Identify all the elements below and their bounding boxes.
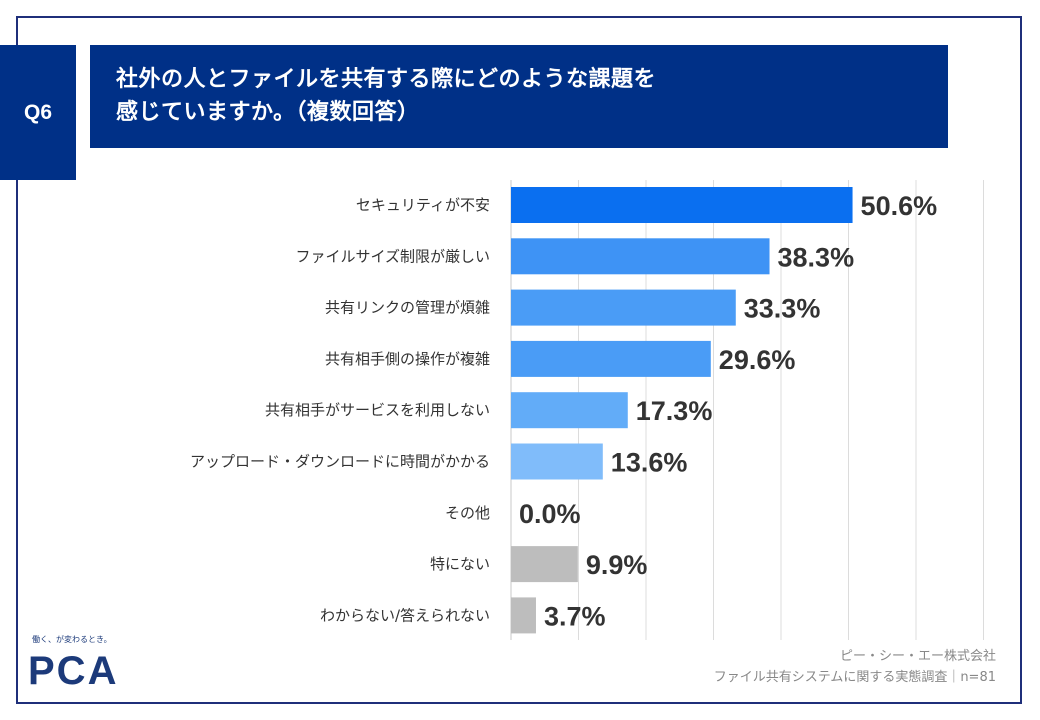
question-number: Q6 [23, 100, 52, 124]
category-label: 共有相手側の操作が複雑 [325, 350, 490, 368]
value-label: 33.3% [744, 294, 821, 324]
bar [511, 597, 536, 634]
logo-tagline: 働く、が変わるとき。 [32, 635, 112, 644]
bar [511, 340, 711, 377]
question-badge: Q6 [0, 45, 76, 180]
category-label: その他 [445, 504, 490, 522]
value-label: 50.6% [861, 191, 938, 221]
value-label: 38.3% [778, 242, 855, 272]
value-label: 3.7% [544, 601, 606, 631]
category-label: 共有リンクの管理が煩雑 [325, 299, 490, 317]
value-label: 29.6% [719, 345, 796, 375]
bar [511, 443, 603, 480]
chart-title-line-2: 感じていますか。（複数回答） [116, 100, 420, 125]
category-label: わからない/答えられない [320, 606, 490, 624]
bar [511, 546, 578, 583]
source-survey: ファイル共有システムに関する実態調査｜n=81 [713, 670, 996, 685]
title-banner: 社外の人とファイルを共有する際にどのような課題を 感じていますか。（複数回答） [90, 45, 948, 148]
category-label: アップロード・ダウンロードに時間がかかる [190, 453, 490, 471]
pca-logo: PCA [28, 649, 119, 693]
source-company: ピー・シー・エー株式会社 [839, 649, 996, 664]
category-label: セキュリティが不安 [356, 196, 490, 214]
bar [511, 289, 736, 326]
bar [511, 187, 853, 223]
bar [511, 392, 628, 429]
category-label: 共有相手がサービスを利用しない [265, 401, 490, 419]
chart-title-line-1: 社外の人とファイルを共有する際にどのような課題を [116, 67, 657, 92]
value-label: 13.6% [611, 448, 688, 478]
value-label: 0.0% [519, 499, 581, 529]
category-label: 特にない [430, 555, 490, 573]
chart-frame [16, 16, 1022, 704]
source-note: ピー・シー・エー株式会社 ファイル共有システムに関する実態調査｜n=81 [714, 646, 996, 688]
value-label: 9.9% [586, 550, 648, 580]
category-label: ファイルサイズ制限が厳しい [295, 247, 490, 265]
value-label: 17.3% [636, 396, 713, 426]
bar [511, 238, 770, 275]
